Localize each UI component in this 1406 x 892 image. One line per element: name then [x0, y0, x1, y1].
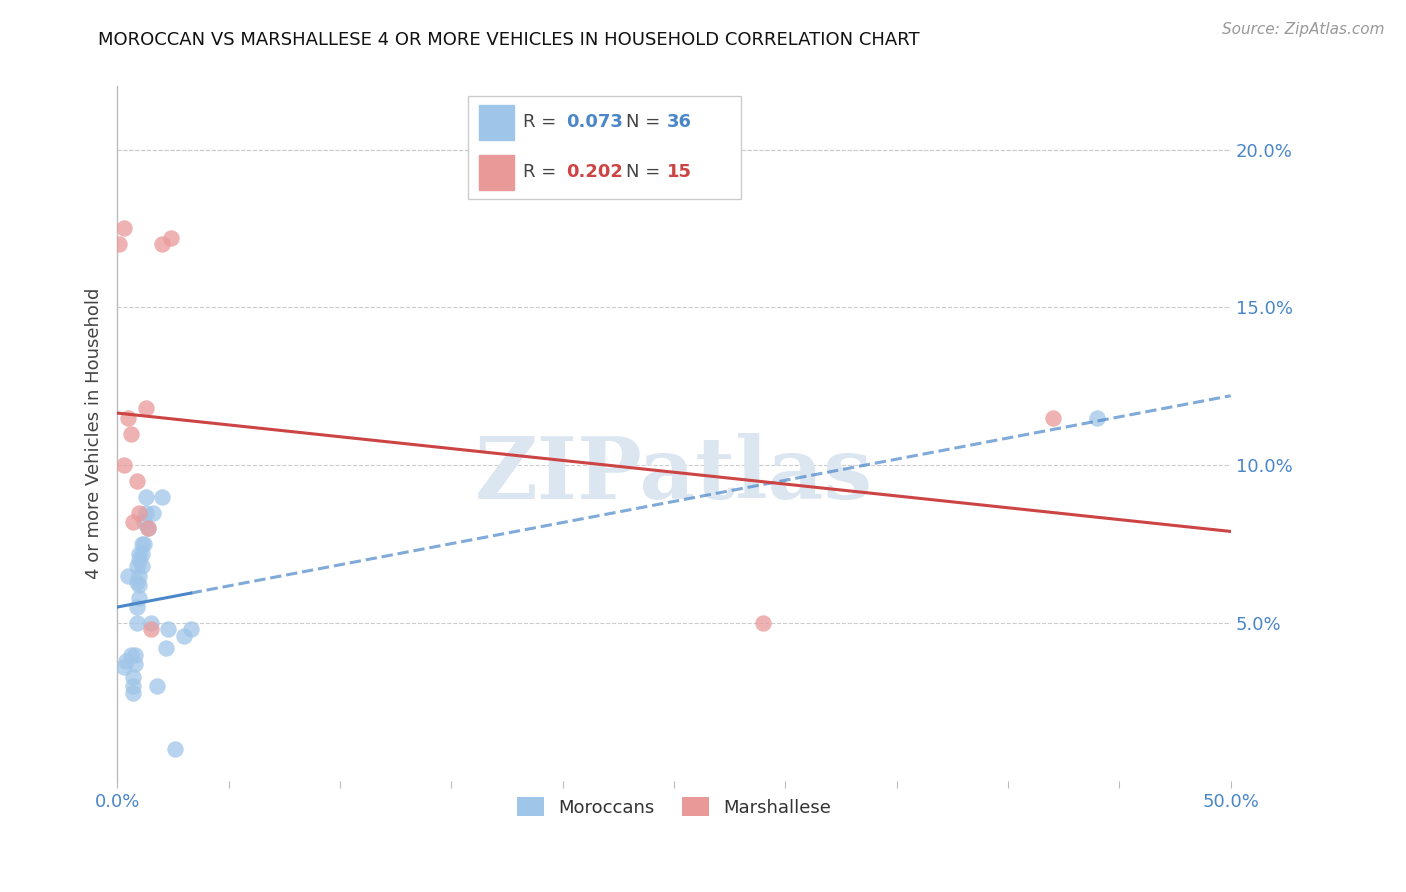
Point [155, 641, 177, 656]
Point [128, 591, 150, 605]
Point [131, 547, 153, 561]
Point [159, 231, 181, 245]
Point [127, 575, 149, 590]
Point [173, 629, 195, 643]
Point [112, 221, 135, 235]
Point [108, 237, 131, 252]
Point [135, 490, 157, 504]
Text: Source: ZipAtlas.com: Source: ZipAtlas.com [1222, 22, 1385, 37]
Point [142, 506, 165, 520]
Y-axis label: 4 or more Vehicles in Household: 4 or more Vehicles in Household [86, 288, 103, 580]
Point [165, 742, 187, 756]
Text: MOROCCAN VS MARSHALLESE 4 OR MORE VEHICLES IN HOUSEHOLD CORRELATION CHART: MOROCCAN VS MARSHALLESE 4 OR MORE VEHICL… [98, 31, 920, 49]
Point [131, 537, 153, 551]
Point [124, 648, 146, 662]
Point [128, 506, 150, 520]
Point [127, 616, 149, 631]
Point [112, 660, 135, 674]
Point [139, 616, 162, 631]
Point [117, 410, 139, 425]
Point [128, 578, 150, 592]
Point [115, 654, 138, 668]
Point [127, 474, 149, 488]
Point [135, 401, 157, 416]
Point [131, 559, 153, 574]
Point [121, 670, 143, 684]
Point [121, 685, 143, 699]
Point [132, 515, 155, 529]
Point [120, 648, 142, 662]
Point [127, 600, 149, 615]
Legend: Moroccans, Marshallese: Moroccans, Marshallese [509, 790, 838, 824]
Point [127, 559, 149, 574]
Point [139, 623, 162, 637]
Point [1042, 410, 1064, 425]
Point [180, 623, 202, 637]
Point [752, 616, 775, 631]
Text: ZIPatlas: ZIPatlas [475, 434, 873, 517]
Point [121, 515, 143, 529]
Point [124, 657, 146, 672]
Point [128, 568, 150, 582]
Point [112, 458, 135, 473]
Point [135, 506, 157, 520]
Point [138, 521, 160, 535]
Point [128, 547, 150, 561]
Point [157, 623, 180, 637]
Point [150, 490, 173, 504]
Point [128, 553, 150, 567]
Point [132, 537, 155, 551]
Point [120, 426, 142, 441]
Point [121, 679, 143, 693]
Point [138, 521, 160, 535]
Point [1085, 410, 1108, 425]
Point [117, 568, 139, 582]
Point [150, 237, 173, 252]
Point [146, 679, 169, 693]
